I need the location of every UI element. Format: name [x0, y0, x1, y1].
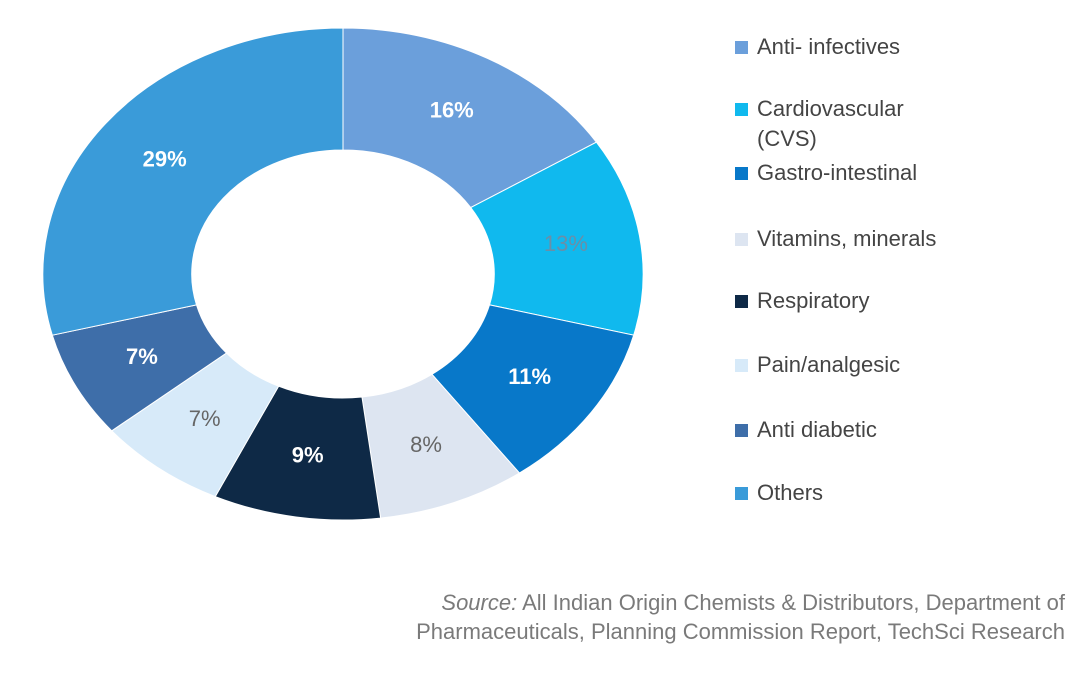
legend-swatch: [735, 233, 748, 246]
legend-swatch: [735, 487, 748, 500]
data-label: 16%: [430, 98, 474, 123]
legend-label: Pain/analgesic: [757, 352, 901, 377]
legend-item: Gastro-intestinal: [735, 158, 1057, 188]
data-label: 8%: [410, 432, 442, 457]
legend-item: Pain/analgesic: [735, 350, 1057, 380]
data-label: 7%: [126, 344, 158, 369]
legend-swatch: [735, 167, 748, 180]
legend-label: Vitamins, minerals: [757, 226, 937, 251]
legend-item: Anti diabetic: [735, 415, 1057, 445]
legend-swatch: [735, 41, 748, 54]
legend-item: Anti- infectives: [735, 32, 1057, 62]
legend-label: Gastro-intestinal: [757, 160, 918, 185]
legend-label: Others: [757, 480, 824, 505]
source-text: All Indian Origin Chemists & Distributor…: [416, 590, 1065, 644]
data-label: 9%: [292, 443, 324, 468]
legend-item: Cardiovascular (CVS): [735, 94, 957, 154]
data-label: 11%: [508, 364, 551, 389]
legend-swatch: [735, 359, 748, 372]
source-label: Source:: [441, 590, 518, 615]
legend-swatch: [735, 424, 748, 437]
legend-item: Others: [735, 478, 1057, 508]
source-note: Source: All Indian Origin Chemists & Dis…: [405, 588, 1065, 646]
donut-slice: [42, 27, 344, 336]
legend-label: Anti diabetic: [757, 417, 877, 442]
legend-swatch: [735, 295, 748, 308]
legend-label: Cardiovascular (CVS): [757, 96, 904, 151]
legend-label: Respiratory: [757, 288, 870, 313]
data-label: 13%: [544, 231, 588, 256]
legend-swatch: [735, 103, 748, 116]
data-label: 7%: [189, 406, 221, 431]
data-label: 29%: [143, 146, 187, 171]
legend-item: Vitamins, minerals: [735, 224, 1057, 254]
legend-item: Respiratory: [735, 286, 1057, 316]
donut-slice: [342, 27, 598, 209]
legend-label: Anti- infectives: [757, 34, 901, 59]
